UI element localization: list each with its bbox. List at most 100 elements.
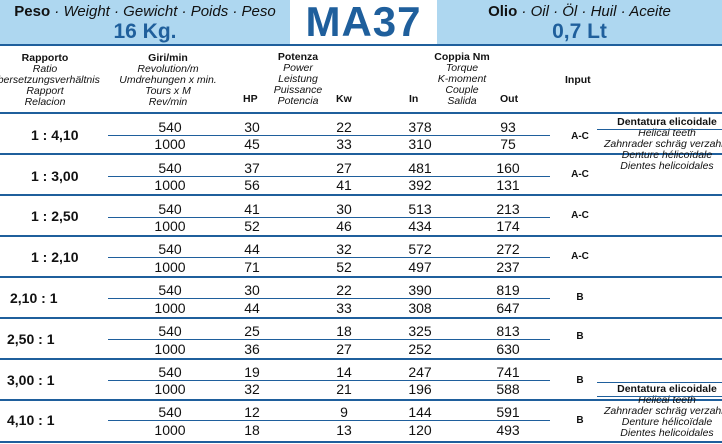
ratio-group: 2,10 : 1 540 30 22 390 819 1000 44 33 30… [0, 276, 722, 317]
rpm-value: 540 [158, 282, 182, 298]
torque-in-value: 378 [408, 119, 432, 135]
column-header-input: Input [565, 74, 591, 86]
hp-value: 12 [244, 404, 260, 420]
torque-out-value: 588 [496, 381, 520, 397]
input-code: B [576, 415, 584, 426]
hp-value: 37 [244, 160, 260, 176]
torque-out-value: 647 [496, 300, 520, 316]
rpm-value: 1000 [154, 422, 186, 438]
torque-out-value: 591 [496, 404, 520, 420]
kw-value: 14 [336, 364, 352, 380]
input-code: A-C [571, 210, 589, 221]
torque-out-value: 75 [500, 136, 516, 152]
torque-in-value: 144 [408, 404, 432, 420]
note-divider [597, 382, 722, 383]
ratio-value: 4,10 : 1 [7, 412, 55, 428]
hp-value: 45 [244, 136, 260, 152]
group-divider [0, 317, 722, 319]
torque-in-value: 497 [408, 259, 432, 275]
ratio-value: 2,50 : 1 [7, 331, 55, 347]
note-divider [597, 129, 722, 130]
hp-value: 19 [244, 364, 260, 380]
hp-value: 52 [244, 218, 260, 234]
row-divider [108, 298, 550, 299]
rpm-value: 540 [158, 119, 182, 135]
row-divider [108, 176, 550, 177]
kw-value: 52 [336, 259, 352, 275]
spec-header: Peso · Weight · Gewicht · Poids · Peso 1… [0, 0, 722, 46]
ratio-value: 1 : 2,50 [31, 208, 79, 224]
kw-value: 33 [336, 136, 352, 152]
torque-in-value: 310 [408, 136, 432, 152]
torque-in-value: 392 [408, 177, 432, 193]
torque-out-value: 272 [496, 241, 520, 257]
hp-value: 30 [244, 119, 260, 135]
ratio-group: 1 : 4,10 540 30 22 378 93 1000 45 33 310… [0, 112, 722, 153]
column-header-torque-out: Out [500, 93, 519, 105]
group-divider [0, 276, 722, 278]
input-code: B [576, 331, 584, 342]
kw-value: 27 [336, 160, 352, 176]
torque-in-value: 252 [408, 341, 432, 357]
kw-value: 30 [336, 201, 352, 217]
ratio-group: 1 : 2,10 540 44 32 572 272 1000 71 52 49… [0, 235, 722, 276]
group-divider [0, 194, 722, 196]
ratio-value: 1 : 4,10 [31, 127, 79, 143]
hp-value: 18 [244, 422, 260, 438]
column-header-hp: HP [243, 93, 258, 105]
rpm-value: 540 [158, 364, 182, 380]
row-divider [108, 420, 550, 421]
hp-value: 71 [244, 259, 260, 275]
input-code: A-C [571, 131, 589, 142]
rpm-value: 1000 [154, 218, 186, 234]
kw-value: 9 [340, 404, 348, 420]
hp-value: 30 [244, 282, 260, 298]
kw-value: 21 [336, 381, 352, 397]
kw-value: 41 [336, 177, 352, 193]
rpm-value: 540 [158, 241, 182, 257]
row-divider [108, 257, 550, 258]
input-code: B [576, 292, 584, 303]
hp-value: 32 [244, 381, 260, 397]
rpm-value: 1000 [154, 259, 186, 275]
torque-out-value: 630 [496, 341, 520, 357]
kw-value: 27 [336, 341, 352, 357]
group-divider [0, 358, 722, 360]
torque-in-value: 196 [408, 381, 432, 397]
column-header-torque: Coppia Nm Torque K-moment Couple Salida [434, 51, 490, 107]
weight-label: Peso · Weight · Gewicht · Poids · Peso [14, 3, 276, 20]
column-header-ratio: Rapporto Ratio Übersetzungsverhältnis Ra… [0, 52, 100, 108]
ratio-group: 4,10 : 1 540 12 9 144 591 1000 18 13 120… [0, 399, 722, 444]
row-divider [108, 217, 550, 218]
group-divider [0, 153, 722, 155]
torque-in-value: 390 [408, 282, 432, 298]
weight-box: Peso · Weight · Gewicht · Poids · Peso 1… [0, 0, 290, 44]
rpm-value: 1000 [154, 381, 186, 397]
group-divider [0, 399, 722, 401]
torque-out-value: 93 [500, 119, 516, 135]
hp-value: 25 [244, 323, 260, 339]
rpm-value: 540 [158, 201, 182, 217]
group-divider [0, 112, 722, 114]
rpm-value: 540 [158, 160, 182, 176]
torque-in-value: 120 [408, 422, 432, 438]
table-bottom-rule [0, 441, 722, 443]
hp-value: 44 [244, 241, 260, 257]
hp-value: 41 [244, 201, 260, 217]
input-code: A-C [571, 169, 589, 180]
column-header-torque-in: In [409, 93, 419, 105]
torque-in-value: 572 [408, 241, 432, 257]
weight-value: 16 Kg. [113, 20, 177, 43]
ratio-group: 1 : 3,00 540 37 27 481 160 1000 56 41 39… [0, 153, 722, 194]
torque-out-value: 174 [496, 218, 520, 234]
torque-in-value: 481 [408, 160, 432, 176]
torque-out-value: 813 [496, 323, 520, 339]
torque-out-value: 493 [496, 422, 520, 438]
torque-out-value: 213 [496, 201, 520, 217]
column-header-kw: Kw [336, 93, 352, 105]
kw-value: 22 [336, 282, 352, 298]
rpm-value: 1000 [154, 300, 186, 316]
header-divider [0, 44, 722, 46]
torque-out-value: 160 [496, 160, 520, 176]
kw-value: 13 [336, 422, 352, 438]
